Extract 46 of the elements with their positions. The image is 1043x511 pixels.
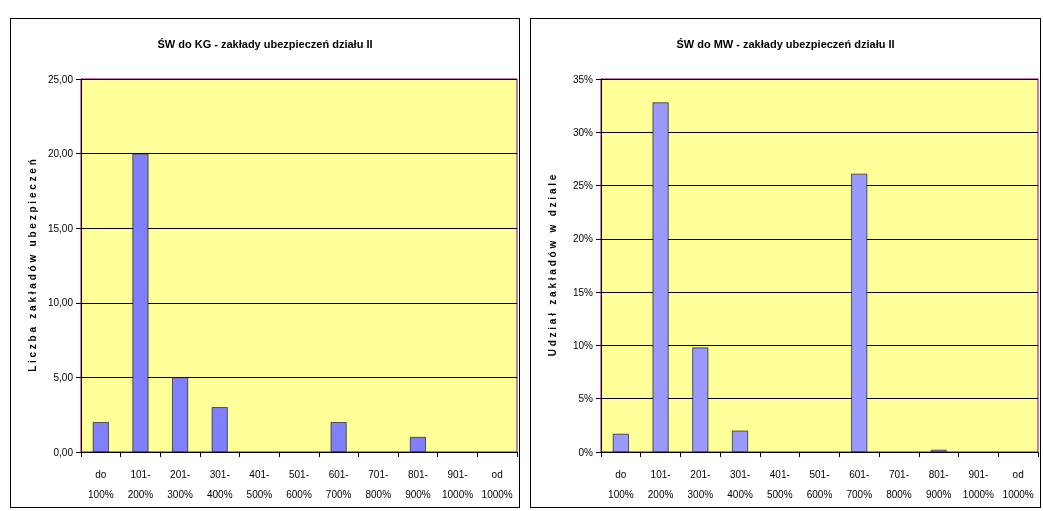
y-tick-label: 25%: [572, 180, 594, 192]
y-tick-label: 15%: [572, 286, 594, 298]
x-tick-label: 101- 200%: [647, 468, 674, 500]
y-tick-label: 5,00: [53, 371, 74, 383]
bar: [211, 407, 228, 452]
y-tick-label: 30%: [572, 126, 594, 138]
x-tick-label: 401- 500%: [246, 468, 273, 500]
y-tick-label: 0%: [578, 446, 594, 458]
y-tick-label: 35%: [572, 73, 594, 85]
x-tick-label: od 1000%: [1002, 468, 1034, 500]
y-tick-label: 5%: [578, 393, 594, 405]
y-axis-title: L i c z b a z a k ł a d ó w u b e z p i e c z e ń: [26, 159, 38, 372]
x-tick-label: 201- 300%: [167, 468, 193, 500]
x-tick-label: 501- 600%: [806, 468, 833, 500]
y-tick-label: 10,00: [47, 297, 74, 309]
x-tick-label: 401- 500%: [766, 468, 793, 500]
x-tick-label: 101- 200%: [127, 468, 154, 500]
x-tick-label: 601- 700%: [846, 468, 873, 500]
y-tick-label: 25,00: [47, 73, 74, 85]
bar: [732, 430, 748, 452]
y-tick-label: 20,00: [47, 148, 74, 160]
x-tick-label: 601- 700%: [325, 468, 352, 500]
chart-title: ŚW do MW - zakłady ubezpieczeń działu II: [676, 37, 895, 50]
bar: [330, 422, 347, 452]
x-tick-label: 801- 900%: [405, 468, 431, 500]
x-tick-label: 201- 300%: [687, 468, 714, 500]
x-tick-label: 901- 1000%: [962, 468, 995, 500]
x-tick-label: 701- 800%: [886, 468, 912, 500]
y-axis-title: U d z i a ł z a k ł a d ó w w d z i a l e: [546, 174, 558, 357]
x-tick-label: 701- 800%: [365, 468, 392, 500]
x-tick-label: 801- 900%: [925, 468, 952, 500]
y-tick-label: 0,00: [53, 446, 74, 458]
x-tick-label: 501- 600%: [286, 468, 312, 500]
chart-title: ŚW do KG - zakłady ubezpieczeń działu II: [157, 37, 373, 50]
x-tick-label: 901- 1000%: [441, 468, 474, 500]
y-tick-label: 10%: [572, 339, 594, 351]
y-tick-label: 20%: [572, 233, 594, 245]
x-tick-label: do 100%: [88, 468, 114, 500]
x-tick-label: 301- 400%: [206, 468, 233, 500]
x-tick-label: od 1000%: [481, 468, 513, 500]
x-tick-label: 301- 400%: [727, 468, 753, 500]
bar: [92, 422, 109, 452]
y-tick-label: 15,00: [47, 222, 74, 234]
bar: [612, 433, 629, 452]
bar: [409, 437, 426, 452]
x-tick-label: do 100%: [608, 468, 634, 500]
